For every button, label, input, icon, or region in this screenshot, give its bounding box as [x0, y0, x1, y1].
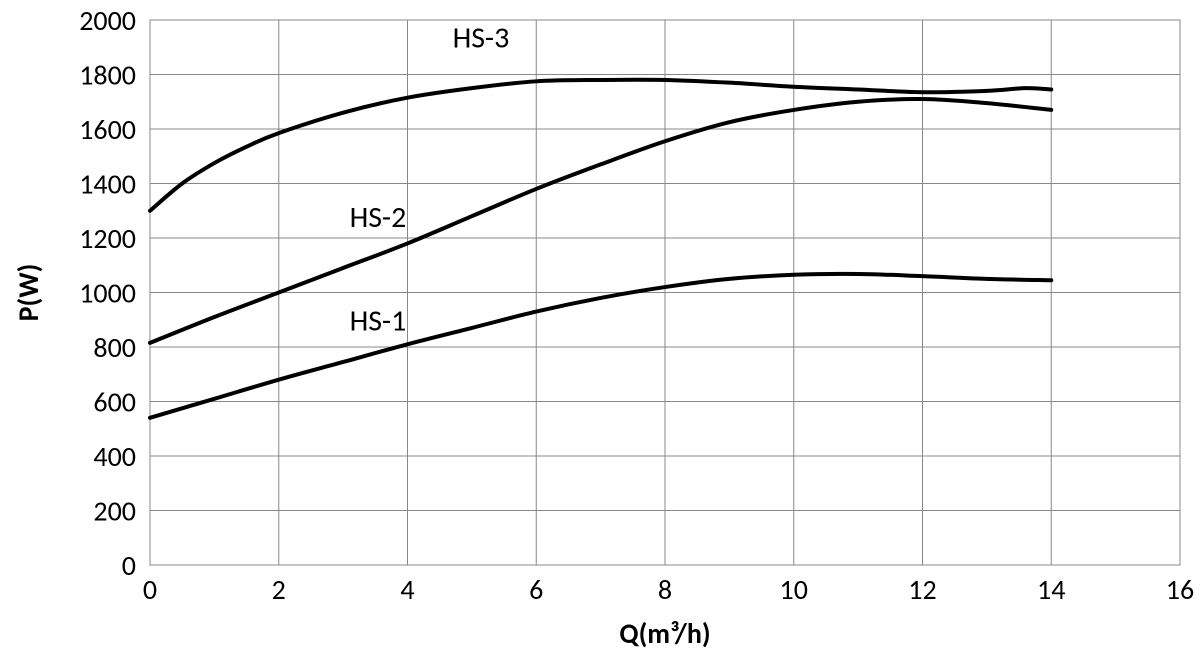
series-label-hs-3: HS-3 — [453, 19, 510, 56]
y-tick-label: 800 — [93, 330, 136, 365]
chart-svg: 0 2 4 6 8 10 12 14 16 0 200 400 600 800 1000 1200 1400 16… — [0, 0, 1204, 661]
x-tick-label: 8 — [658, 572, 672, 607]
x-tick-label: 6 — [529, 572, 543, 607]
y-tick-label: 2000 — [79, 3, 136, 38]
series-label-hs-1: HS-1 — [350, 303, 407, 340]
y-tick-label: 400 — [93, 439, 136, 474]
y-tick-label: 1800 — [79, 58, 136, 93]
x-tick-label: 12 — [908, 572, 936, 607]
x-tick-label: 0 — [143, 572, 157, 607]
y-tick-label: 1400 — [79, 167, 136, 202]
series-label-hs-2: HS-2 — [350, 199, 407, 236]
x-tick-label: 16 — [1166, 572, 1194, 607]
y-tick-label: 1000 — [79, 276, 136, 311]
y-tick-label: 1600 — [79, 112, 136, 147]
x-tick-label: 4 — [400, 572, 414, 607]
y-tick-label: 600 — [93, 385, 136, 420]
y-axis-label: P(W) — [11, 264, 46, 322]
x-tick-label: 14 — [1037, 572, 1065, 607]
x-axis-label: Q(m³/h) — [619, 616, 710, 651]
power-vs-flow-chart: 0 2 4 6 8 10 12 14 16 0 200 400 600 800 1000 1200 1400 16… — [0, 0, 1204, 661]
x-tick-label: 2 — [272, 572, 286, 607]
y-tick-label: 1200 — [79, 221, 136, 256]
y-tick-label: 200 — [93, 494, 136, 529]
x-tick-label: 10 — [780, 572, 808, 607]
y-tick-label: 0 — [122, 548, 136, 583]
